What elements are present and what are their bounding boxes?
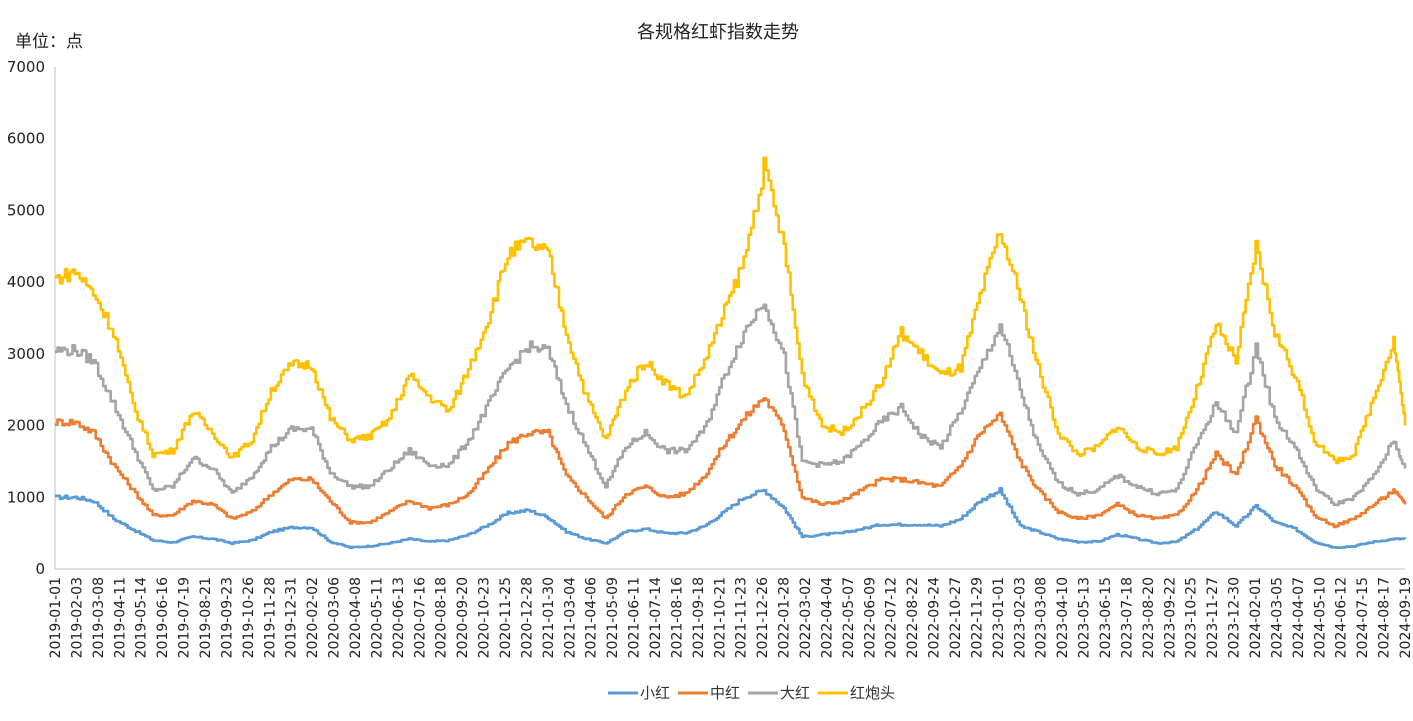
x-tick-label: 2021-08-16 xyxy=(669,577,685,658)
x-tick-label: 2024-05-10 xyxy=(1312,577,1328,658)
x-tick-label: 2022-10-27 xyxy=(948,577,964,658)
x-tick-label: 2024-09-19 xyxy=(1398,577,1413,658)
x-axis: 2019-01-01 2019-02-03 2019-03-08 2019-04-11… xyxy=(48,568,1413,658)
y-axis: 0 1000 2000 3000 4000 5000 6000 7000 xyxy=(7,58,56,578)
x-tick-label: 2020-09-20 xyxy=(455,577,471,658)
x-tick-label: 2019-07-19 xyxy=(177,577,193,658)
x-tick-label: 2022-08-22 xyxy=(905,577,921,658)
x-tick-label: 2022-01-28 xyxy=(777,577,793,658)
x-tick-label: 2019-08-21 xyxy=(198,577,214,658)
x-tick-label: 2023-06-15 xyxy=(1098,577,1114,658)
y-tick-label: 2000 xyxy=(7,417,45,435)
legend-item[interactable]: 中红 xyxy=(678,684,740,702)
legend-label: 中红 xyxy=(710,684,740,702)
y-tick-label: 7000 xyxy=(7,58,45,76)
x-tick-label: 2021-11-23 xyxy=(734,577,750,658)
chart-title: 各规格红虾指数走势 xyxy=(637,22,799,43)
x-tick-label: 2019-05-14 xyxy=(134,577,150,658)
x-tick-label: 2019-03-08 xyxy=(91,577,107,658)
x-tick-label: 2019-06-16 xyxy=(155,577,171,658)
y-tick-label: 3000 xyxy=(7,345,45,363)
x-tick-label: 2023-01-01 xyxy=(991,577,1007,658)
x-tick-label: 2020-03-06 xyxy=(327,577,343,658)
x-tick-label: 2020-02-02 xyxy=(305,577,321,658)
x-tick-label: 2023-02-03 xyxy=(1012,577,1028,658)
series-line-4 xyxy=(55,156,1407,465)
x-tick-label: 2021-01-30 xyxy=(541,577,557,658)
series-line-3 xyxy=(55,303,1407,507)
x-tick-label: 2021-06-11 xyxy=(627,577,643,658)
x-tick-label: 2020-10-23 xyxy=(477,577,493,658)
x-tick-label: 2024-07-15 xyxy=(1355,577,1371,658)
x-tick-label: 2019-11-28 xyxy=(262,577,278,658)
x-tick-label: 2022-07-12 xyxy=(884,577,900,658)
x-tick-label: 2023-09-22 xyxy=(1162,577,1178,658)
legend-item[interactable]: 红炮头 xyxy=(818,684,895,702)
x-tick-label: 2022-06-09 xyxy=(862,577,878,658)
x-tick-label: 2019-04-11 xyxy=(112,577,128,658)
x-tick-label: 2021-04-06 xyxy=(584,577,600,658)
legend-item[interactable]: 大红 xyxy=(748,684,810,702)
x-tick-label: 2021-10-21 xyxy=(712,577,728,658)
y-tick-label: 1000 xyxy=(7,488,45,506)
x-tick-label: 2021-03-04 xyxy=(562,577,578,658)
x-tick-label: 2020-05-11 xyxy=(369,577,385,658)
series-line-2 xyxy=(55,397,1407,529)
series-line-1 xyxy=(55,487,1407,549)
legend-label: 红炮头 xyxy=(850,684,895,702)
legend[interactable]: 小红 中红 大红 红炮头 xyxy=(608,684,895,702)
x-tick-label: 2024-06-12 xyxy=(1334,577,1350,658)
x-tick-label: 2021-05-09 xyxy=(605,577,621,658)
y-tick-label: 5000 xyxy=(7,201,45,219)
x-tick-label: 2019-01-01 xyxy=(48,577,64,658)
x-tick-label: 2023-10-25 xyxy=(1184,577,1200,658)
x-tick-label: 2019-10-26 xyxy=(241,577,257,658)
x-tick-label: 2024-04-07 xyxy=(1291,577,1307,658)
x-tick-label: 2022-09-24 xyxy=(927,577,943,658)
y-tick-label: 0 xyxy=(35,560,45,578)
x-tick-label: 2023-08-20 xyxy=(1141,577,1157,658)
x-tick-label: 2024-02-01 xyxy=(1248,577,1264,658)
y-tick-label: 6000 xyxy=(7,130,45,148)
series-lines xyxy=(55,156,1407,549)
x-tick-label: 2022-04-04 xyxy=(819,577,835,658)
x-tick-label: 2021-09-18 xyxy=(691,577,707,658)
x-tick-label: 2024-08-17 xyxy=(1377,577,1393,658)
x-tick-label: 2020-06-13 xyxy=(391,577,407,658)
x-tick-label: 2023-07-18 xyxy=(1119,577,1135,658)
legend-label: 大红 xyxy=(780,684,810,702)
x-tick-label: 2020-11-25 xyxy=(498,577,514,658)
x-tick-label: 2022-03-02 xyxy=(798,577,814,658)
x-tick-label: 2023-12-30 xyxy=(1227,577,1243,658)
x-tick-label: 2023-05-13 xyxy=(1077,577,1093,658)
x-tick-label: 2022-11-29 xyxy=(969,577,985,658)
x-tick-label: 2020-12-28 xyxy=(519,577,535,658)
x-tick-label: 2020-07-16 xyxy=(412,577,428,658)
x-tick-label: 2022-05-07 xyxy=(841,577,857,658)
x-tick-label: 2020-08-18 xyxy=(434,577,450,658)
legend-item[interactable]: 小红 xyxy=(608,684,670,702)
x-tick-label: 2019-09-23 xyxy=(219,577,235,658)
legend-label: 小红 xyxy=(640,684,670,702)
x-tick-label: 2023-04-10 xyxy=(1055,577,1071,658)
y-tick-label: 4000 xyxy=(7,273,45,291)
x-tick-label: 2019-12-31 xyxy=(284,577,300,658)
x-tick-label: 2023-03-08 xyxy=(1034,577,1050,658)
x-tick-label: 2023-11-27 xyxy=(1205,577,1221,658)
x-tick-label: 2021-07-14 xyxy=(648,577,664,658)
y-axis-unit-label: 单位：点 xyxy=(15,32,83,52)
x-tick-label: 2024-03-05 xyxy=(1269,577,1285,658)
x-tick-label: 2021-12-26 xyxy=(755,577,771,658)
x-tick-label: 2019-02-03 xyxy=(69,577,85,658)
x-tick-label: 2020-04-08 xyxy=(348,577,364,658)
